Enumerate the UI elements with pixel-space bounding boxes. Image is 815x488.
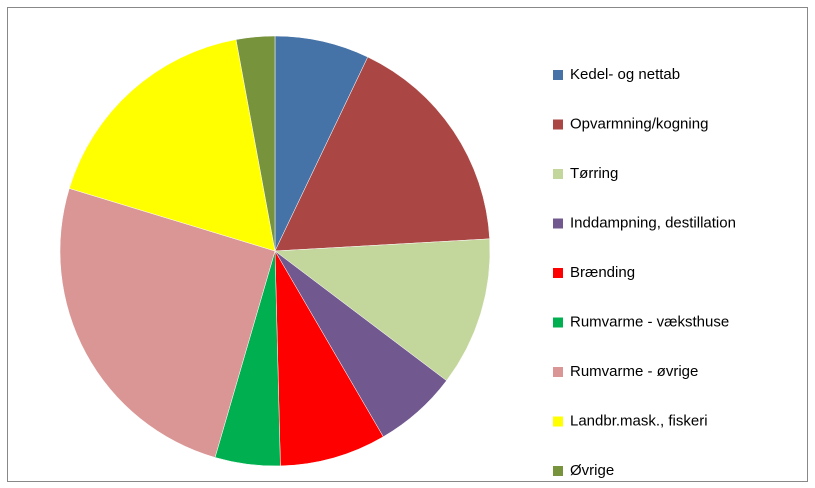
legend-label: Tørring	[570, 165, 618, 182]
legend-label: Landbr.mask., fiskeri	[570, 412, 708, 429]
legend-label: Øvrige	[570, 462, 614, 479]
legend-swatch	[553, 466, 563, 476]
pie-slice	[274, 250, 384, 467]
legend-label: Rumvarme - væksthuse	[570, 313, 729, 330]
legend-swatch	[553, 119, 563, 130]
legend-swatch	[553, 317, 563, 328]
legend-label: Kedel- og nettab	[570, 66, 680, 83]
pie-slice	[235, 35, 276, 252]
legend-label: Inddampning, destillation	[570, 214, 736, 231]
legend-label: Rumvarme - øvrige	[570, 363, 698, 380]
legend-swatch	[553, 70, 563, 80]
pie-slice	[68, 39, 276, 252]
legend-swatch	[553, 218, 563, 229]
legend-label: Opvarmning/kogning	[570, 115, 708, 132]
legend-swatch	[553, 367, 563, 377]
pie-slice	[274, 56, 490, 252]
pie-slice	[274, 238, 491, 381]
legend-label: Brænding	[570, 264, 635, 281]
pie-slice	[59, 188, 276, 458]
legend-swatch	[553, 169, 563, 179]
legend-swatch	[553, 268, 563, 278]
legend-swatch	[553, 416, 563, 427]
